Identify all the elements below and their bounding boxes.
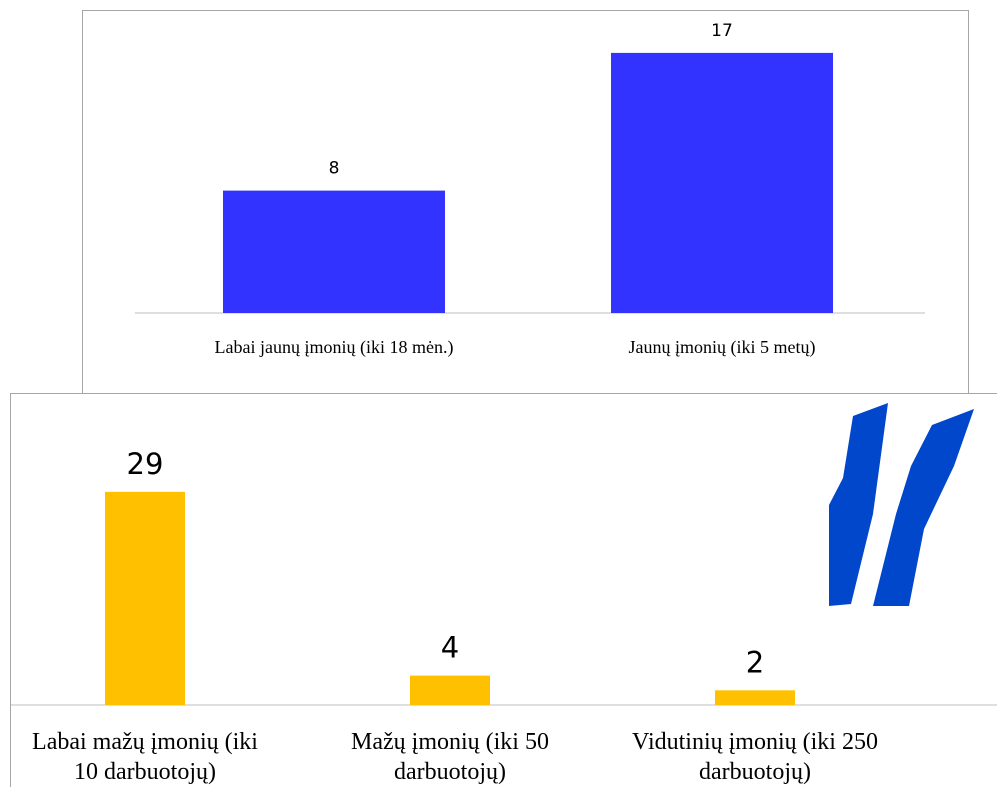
bar (715, 690, 795, 705)
bar (223, 190, 445, 313)
category-label: Jaunų įmonių (iki 5 metų) (629, 337, 816, 358)
v-logo-icon (829, 403, 974, 606)
data-label: 17 (711, 21, 733, 41)
category-label-line: Vidutinių įmonių (iki 250 (632, 729, 878, 755)
data-label: 4 (441, 631, 459, 665)
data-label: 29 (127, 447, 164, 481)
category-label-line: 10 darbuotojų) (74, 759, 216, 785)
category-label-line: Mažų įmonių (iki 50 (351, 729, 549, 755)
category-label: Labai jaunų įmonių (iki 18 mėn.) (215, 337, 454, 358)
bar (410, 675, 490, 705)
chart-panel-company-age: 8 Labai jaunų įmonių (iki 18 mėn.) 17 Jaunų… (82, 10, 969, 395)
chart-company-age: 8 Labai jaunų įmonių (iki 18 mėn.) 17 Jaunų… (135, 21, 925, 358)
data-label: 8 (329, 159, 340, 179)
category-label-line: darbuotojų) (699, 759, 811, 785)
category-label-line: darbuotojų) (394, 759, 506, 785)
chart-company-size: 29 Labai mažų įmonių (iki 10 darbuotojų) 4 M… (11, 403, 997, 785)
bar (611, 52, 833, 314)
data-label: 2 (746, 645, 764, 679)
chart-panel-company-size: 29 Labai mažų įmonių (iki 10 darbuotojų) 4 M… (10, 393, 997, 787)
bar (105, 491, 185, 705)
category-label-line: Labai mažų įmonių (iki (32, 729, 258, 755)
